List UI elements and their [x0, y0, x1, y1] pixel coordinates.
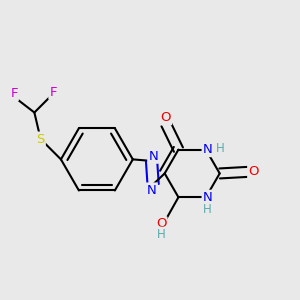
Text: H: H [203, 202, 212, 216]
Text: H: H [216, 142, 224, 154]
Text: O: O [161, 111, 171, 124]
Text: F: F [50, 86, 57, 99]
Text: N: N [148, 150, 158, 163]
Text: S: S [36, 133, 45, 146]
Text: F: F [10, 87, 18, 100]
Text: N: N [202, 191, 212, 204]
Text: N: N [202, 143, 212, 156]
Text: N: N [147, 184, 156, 196]
Text: O: O [248, 165, 259, 178]
Text: H: H [157, 228, 166, 241]
Text: O: O [156, 217, 166, 230]
